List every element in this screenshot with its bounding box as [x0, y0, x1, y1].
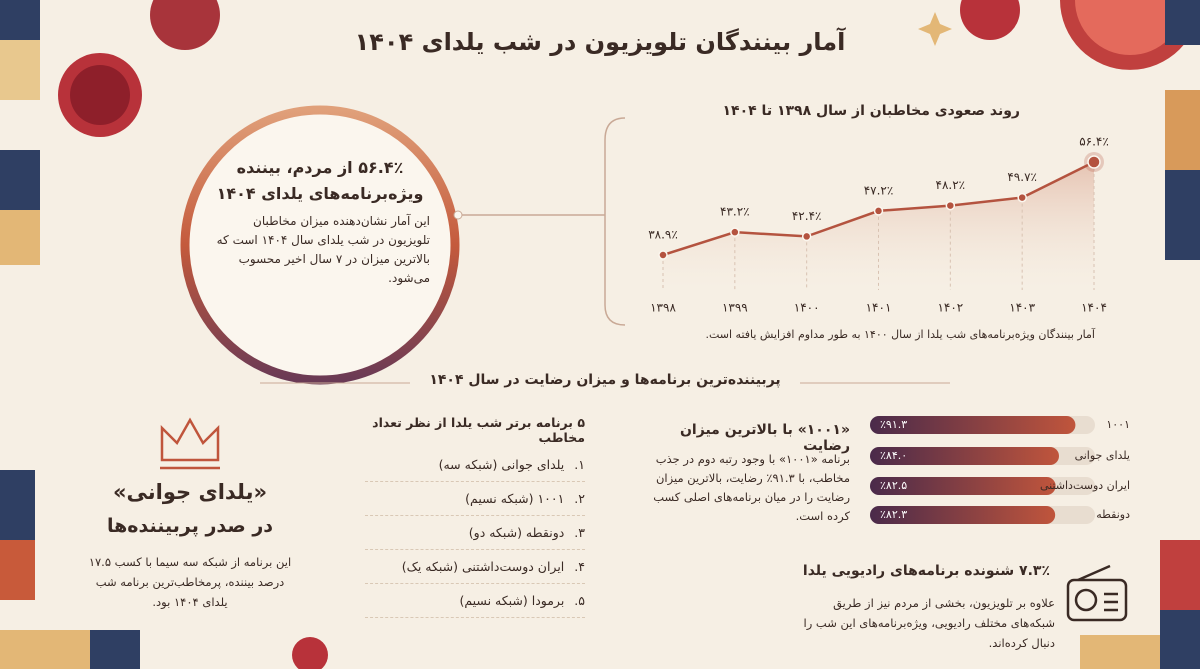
value-label: ۵۶.۴٪: [1079, 135, 1109, 149]
connector-dot: [453, 210, 463, 220]
bar-value-label: ٪۸۲.۵: [880, 479, 907, 492]
bar: [870, 506, 1056, 524]
radio-title: ۷.۳٪ شنونده برنامه‌های رادیویی یلدا: [802, 563, 1050, 579]
point: [730, 227, 740, 237]
bar: [870, 447, 1059, 465]
list-item: ۳. دونقطه (شبکه دو): [365, 516, 585, 550]
list-text: ایران دوست‌داشتنی (شبکه یک): [401, 559, 565, 574]
x-tick-label: ۱۴۰۴: [1081, 301, 1107, 315]
bar-category-label: دونقطه: [1096, 508, 1130, 521]
point: [801, 231, 812, 242]
x-tick-label: ۱۴۰۲: [937, 301, 963, 315]
list-text: دونقطه (شبکه دو): [468, 525, 565, 540]
value-label: ۴۸.۲٪: [936, 178, 966, 192]
bar-category-label: ۱۰۰۱: [1106, 418, 1130, 431]
page-title: آمار بینندگان تلویزیون در شب یلدای ۱۴۰۴: [354, 28, 846, 56]
list-item: ۴. ایران دوست‌داشتنی (شبکه یک): [365, 550, 585, 584]
value-label: ۴۷.۲٪: [864, 183, 894, 197]
bar: [870, 477, 1056, 495]
list-item: ۱. یلدای جوانی (شبکه سه): [365, 448, 585, 482]
point: [658, 250, 668, 260]
line-chart-title: روند صعودی مخاطبان از سال ۱۳۹۸ تا ۱۴۰۴: [722, 103, 1021, 119]
crown-icon: [160, 417, 220, 462]
top-list: ۱. یلدای جوانی (شبکه سه) ۲. ۱۰۰۱ (شبکه نسیم…: [365, 448, 585, 618]
top-show-headline: «یلدای جوانی»: [112, 480, 268, 504]
list-item: ۵. برمودا (شبکه نسیم): [365, 584, 585, 618]
list-title: ۵ برنامه برتر شب یلدا از نظر تعداد مخاطب: [372, 415, 585, 445]
list-number: ۲.: [574, 491, 585, 506]
highlight-ring: [180, 105, 460, 385]
point: [1017, 192, 1027, 203]
bar-category-label: ایران دوست‌داشتنی: [1040, 479, 1130, 492]
value-label: ۴۹.۷٪: [1007, 170, 1037, 184]
line-chart-annotation: آمار بینندگان ویژه‌برنامه‌های شب یلدا از…: [705, 328, 1095, 341]
value-label: ۳۸.۹٪: [648, 228, 678, 242]
bar-value-label: ٪۸۲.۳: [880, 508, 907, 521]
list-item: ۲. ۱۰۰۱ (شبکه نسیم): [365, 482, 585, 516]
list-number: ۳.: [574, 525, 585, 540]
area: [663, 162, 1094, 290]
bar: [870, 416, 1076, 434]
point: [873, 206, 884, 216]
section-title: پربیننده‌ترین برنامه‌ها و میزان رضایت در…: [429, 372, 781, 388]
x-tick-label: ۱۴۰۱: [866, 301, 892, 315]
radio-body: علاوه بر تلویزیون، بخشی از مردم نیز از ط…: [803, 596, 1056, 650]
point: [945, 200, 956, 211]
list-number: ۵.: [574, 593, 585, 608]
list-text: ۱۰۰۱ (شبکه نسیم): [465, 491, 565, 506]
point: [1087, 155, 1101, 169]
list-number: ۱.: [574, 457, 585, 472]
satisfaction-body: برنامه «۱۰۰۱» با وجود رتبه دوم در جذب مخ…: [653, 452, 850, 523]
list-number: ۴.: [574, 559, 585, 574]
x-tick-label: ۱۳۹۸: [650, 301, 676, 315]
x-tick-label: ۱۳۹۹: [722, 301, 748, 315]
highlight-body: این آمار نشان‌دهنده میزان مخاطبان تلویزی…: [216, 214, 430, 285]
bar-value-label: ٪۹۱.۳: [880, 418, 907, 431]
bar-category-label: یلدای جوانی: [1075, 449, 1130, 462]
x-tick-label: ۱۴۰۳: [1009, 301, 1035, 315]
bracket: [604, 117, 626, 326]
highlight-headline: ۵۶.۴٪ از مردم، بیننده ویژه‌برنامه‌های یل…: [216, 158, 424, 203]
top-show-subheadline: در صدر پربیننده‌ها: [106, 515, 274, 537]
list-text: برمودا (شبکه نسیم): [459, 593, 565, 608]
value-label: ۴۳.۲٪: [720, 205, 750, 219]
x-tick-label: ۱۴۰۰: [794, 301, 820, 315]
satisfaction-title: «۱۰۰۱» با بالاترین میزان رضایت: [679, 422, 850, 454]
top-show-body: این برنامه از شبکه سه سیما با کسب ۱۷.۵ د…: [88, 555, 292, 609]
bar-value-label: ٪۸۴.۰: [880, 449, 907, 462]
list-text: یلدای جوانی (شبکه سه): [438, 457, 565, 472]
value-label: ۴۲.۴٪: [792, 209, 822, 223]
radio-icon: [1066, 564, 1128, 622]
